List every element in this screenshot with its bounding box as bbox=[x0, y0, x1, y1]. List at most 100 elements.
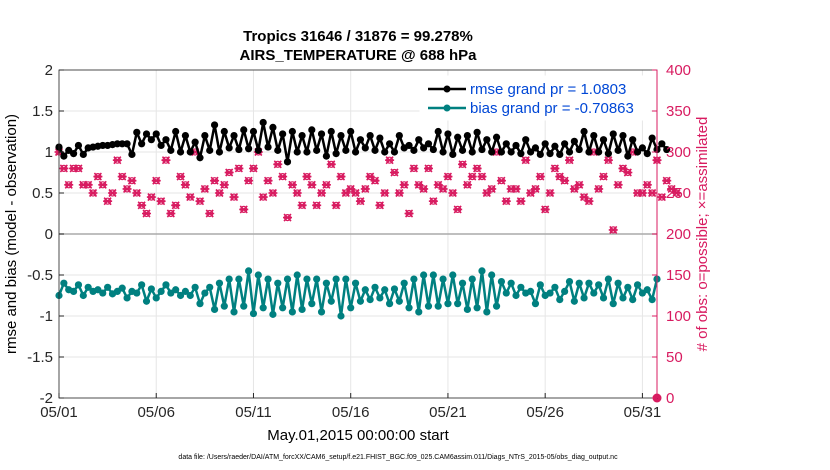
obs-count-marker bbox=[428, 197, 438, 206]
bias-point bbox=[463, 305, 471, 314]
bias-point bbox=[162, 281, 170, 289]
rmse-point bbox=[269, 123, 277, 131]
rmse-point bbox=[405, 141, 413, 150]
rmse-point bbox=[454, 133, 462, 141]
obs-count-marker bbox=[312, 201, 322, 210]
obs-count-marker bbox=[142, 209, 152, 218]
bias-point bbox=[264, 275, 272, 283]
obs-count-marker bbox=[88, 188, 98, 198]
bias-point bbox=[512, 291, 520, 300]
obs-count-marker bbox=[501, 197, 511, 206]
obs-count-marker bbox=[83, 180, 93, 189]
obs-count-marker bbox=[346, 184, 356, 193]
bias-point bbox=[551, 283, 559, 291]
obs-count-marker bbox=[302, 172, 312, 181]
rmse-point bbox=[60, 152, 68, 160]
rmse-point bbox=[254, 146, 262, 154]
obs-count-marker bbox=[200, 184, 210, 193]
rmse-point bbox=[492, 133, 501, 141]
bias-point bbox=[313, 275, 321, 283]
rmse-point bbox=[361, 144, 369, 152]
obs-count-marker bbox=[574, 180, 584, 189]
rmse-point bbox=[536, 150, 544, 159]
rmse-point bbox=[337, 132, 345, 140]
bias-point bbox=[186, 291, 194, 300]
rmse-point bbox=[356, 136, 365, 144]
bias-point bbox=[381, 286, 389, 294]
bias-point bbox=[235, 275, 243, 283]
x-tick-label: 05/11 bbox=[235, 404, 271, 421]
obs-count-marker bbox=[64, 180, 74, 189]
rmse-point bbox=[191, 138, 199, 146]
x-tick-label: 05/31 bbox=[624, 404, 662, 421]
obs-count-marker bbox=[458, 160, 468, 169]
bias-point bbox=[337, 312, 345, 320]
obs-count-marker bbox=[360, 184, 370, 193]
obs-count-marker bbox=[613, 180, 623, 189]
legend-bias-label: bias grand pr = -0.70863 bbox=[470, 100, 634, 117]
rmse-point bbox=[556, 150, 564, 159]
bias-point bbox=[220, 302, 228, 310]
rmse-point bbox=[614, 146, 622, 154]
rmse-point bbox=[585, 148, 593, 156]
obs-count-marker bbox=[117, 172, 127, 181]
bias-point bbox=[361, 286, 369, 294]
bias-point bbox=[400, 279, 408, 287]
rmse-point bbox=[386, 140, 394, 148]
bias-point bbox=[502, 289, 510, 297]
bias-point bbox=[322, 279, 330, 287]
left-tick-label: -1.5 bbox=[27, 349, 53, 366]
rmse-point bbox=[629, 136, 637, 144]
obs-count-marker bbox=[176, 172, 186, 181]
rmse-point bbox=[245, 145, 253, 153]
bias-point bbox=[629, 296, 637, 304]
rmse-point bbox=[371, 146, 379, 154]
bias-point bbox=[410, 275, 418, 283]
rmse-point bbox=[274, 146, 282, 154]
bias-point bbox=[405, 304, 413, 312]
obs-count-marker bbox=[205, 209, 215, 218]
obs-count-marker bbox=[389, 168, 399, 177]
rmse-point bbox=[196, 154, 204, 162]
bias-point bbox=[556, 296, 564, 304]
bias-point bbox=[74, 281, 83, 289]
left-tick-label: 1 bbox=[45, 144, 53, 161]
bias-point bbox=[230, 308, 238, 316]
bias-point bbox=[565, 277, 574, 286]
bias-point bbox=[327, 297, 335, 305]
rmse-point bbox=[157, 141, 165, 150]
rmse-point bbox=[186, 148, 194, 156]
obs-count-marker bbox=[637, 188, 647, 198]
obs-count-marker bbox=[477, 172, 487, 181]
obs-count-marker bbox=[93, 172, 103, 181]
obs-count-marker bbox=[351, 188, 361, 198]
obs-count-marker bbox=[657, 193, 667, 202]
bias-point bbox=[449, 271, 457, 279]
obs-count-marker bbox=[419, 184, 429, 193]
obs-count-marker bbox=[287, 180, 297, 189]
obs-count-marker bbox=[234, 164, 244, 173]
obs-count-marker bbox=[511, 184, 521, 193]
bias-point bbox=[429, 271, 437, 279]
legend-rmse-marker bbox=[443, 85, 451, 93]
bias-point bbox=[517, 283, 525, 291]
rmse-point bbox=[648, 134, 656, 142]
obs-count-marker bbox=[535, 172, 545, 181]
x-axis-ticks: 05/01 05/06 05/11 05/16 05/21 05/26 05/31 bbox=[40, 393, 661, 421]
left-axis-ticks: 2 1.5 1 0.5 0 -0.5 -1 -1.5 -2 bbox=[27, 62, 64, 407]
data-file-footnote: data file: /Users/raeder/DAI/ATM_forcXX/… bbox=[178, 454, 618, 461]
bias-point bbox=[420, 271, 428, 279]
bias-point bbox=[473, 304, 481, 312]
obs-count-marker bbox=[73, 164, 83, 173]
bias-point bbox=[138, 281, 146, 289]
bias-point bbox=[351, 279, 360, 287]
obs-count-marker bbox=[127, 176, 137, 185]
bias-point bbox=[444, 300, 452, 308]
rmse-point bbox=[658, 140, 666, 148]
rmse-point bbox=[624, 152, 632, 160]
obs-count-marker bbox=[433, 180, 443, 189]
obs-count-marker bbox=[603, 156, 613, 165]
rmse-point bbox=[230, 132, 238, 140]
bias-point bbox=[152, 294, 160, 302]
rmse-point bbox=[483, 136, 491, 144]
